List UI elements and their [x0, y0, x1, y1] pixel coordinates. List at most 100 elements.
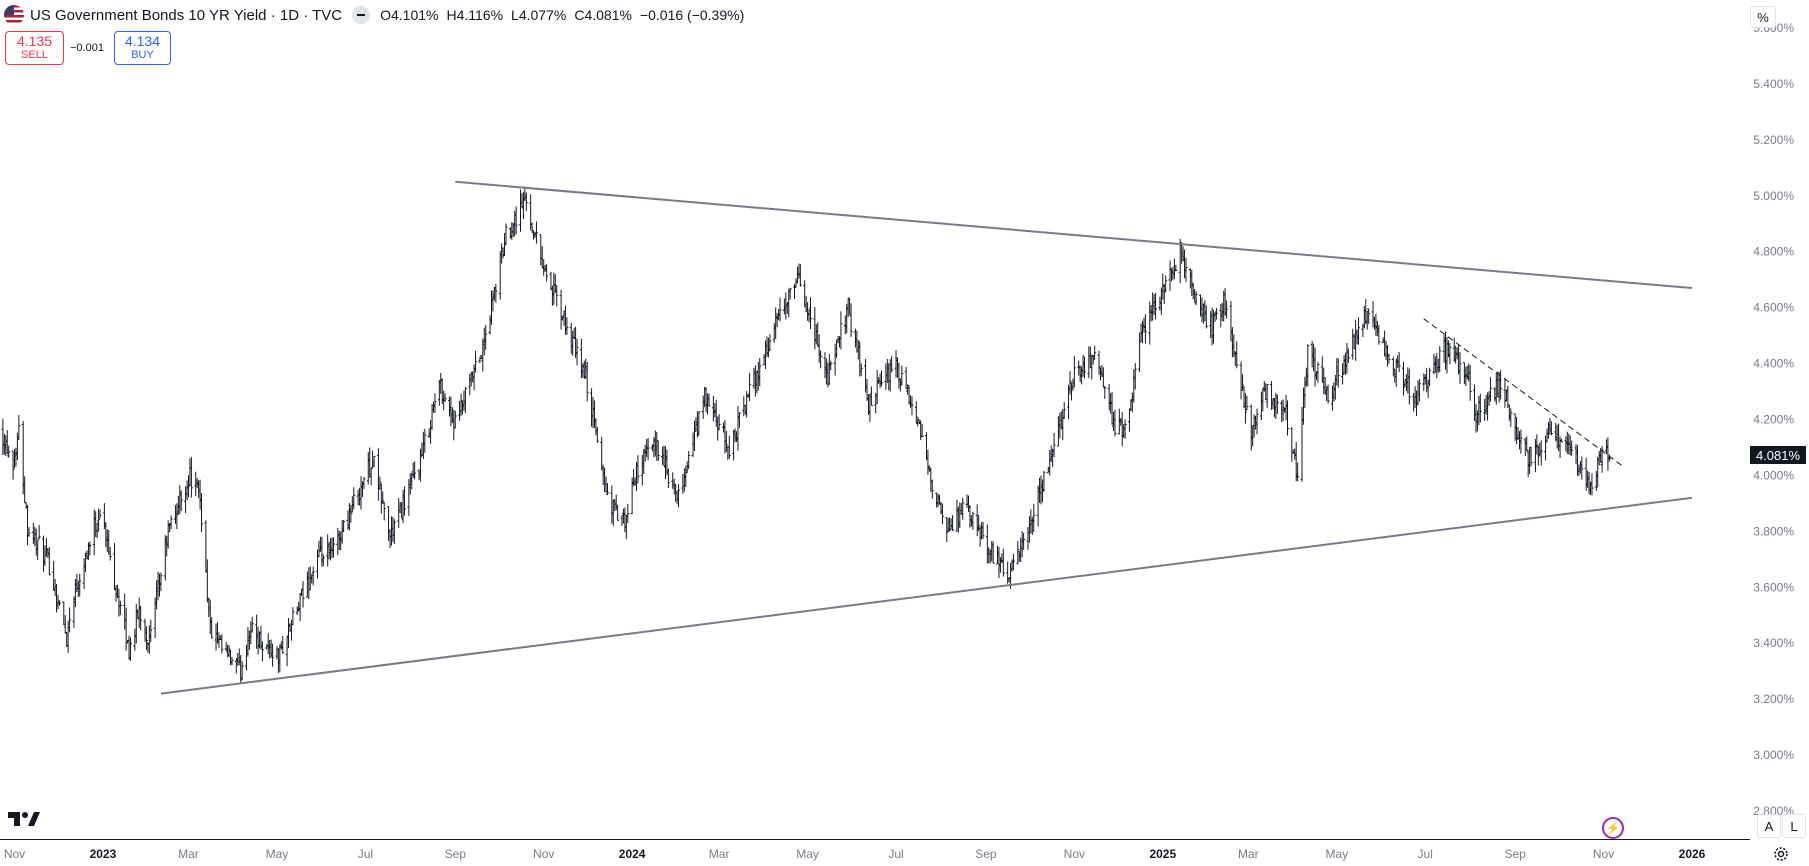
symbol-title[interactable]: US Government Bonds 10 YR Yield · 1D · T… [30, 6, 343, 24]
ohlc-bar [230, 656, 234, 666]
buy-button[interactable]: 4.134 BUY [114, 31, 171, 65]
ohlc-bar [788, 287, 792, 300]
ohlc-bar [382, 502, 386, 521]
ohlc-bar [169, 515, 173, 530]
dashed-trendline[interactable] [1423, 318, 1625, 468]
ohlc-bar [118, 600, 122, 616]
ohlc-bar [139, 605, 143, 631]
us-flag-icon [4, 5, 24, 25]
ohlc-bar [1016, 540, 1020, 565]
ohlc-bar [200, 492, 204, 533]
price-tick-label: 4.000% [1753, 468, 1794, 482]
time-tick-label: Sep [1504, 847, 1526, 861]
ohlc-bar [1285, 400, 1289, 436]
ohlc-bar [869, 386, 873, 406]
log-scale-button[interactable]: L [1782, 814, 1806, 838]
ohlc-bar [1560, 438, 1564, 443]
ohlc-bar [616, 505, 620, 521]
tradingview-logo-icon[interactable] [8, 810, 40, 828]
ohlc-bar [768, 334, 772, 352]
sell-price: 4.135 [16, 33, 53, 49]
ohlc-bar [1535, 434, 1539, 455]
ohlc-bar [707, 393, 711, 407]
ohlc-bar [585, 361, 589, 402]
ohlc-bar [250, 616, 254, 632]
ohlc-bar [113, 543, 117, 590]
ohlc-bars [1, 186, 1611, 684]
ohlc-bar [1062, 402, 1066, 419]
time-tick-label: Jul [358, 847, 373, 861]
time-tick-label: Sep [975, 847, 997, 861]
ohlc-bar [1397, 352, 1401, 373]
buy-price: 4.134 [124, 33, 161, 49]
ohlc-bar [636, 455, 640, 484]
ohlc-bar [717, 414, 721, 430]
ohlc-bar [98, 509, 102, 519]
ohlc-bar [381, 491, 385, 505]
ohlc-bar [1580, 456, 1584, 480]
ohlc-bar [376, 448, 380, 501]
ohlc-bar [1154, 293, 1158, 320]
ohlc-bar [656, 440, 660, 461]
ohlc-bar [378, 476, 382, 490]
ohlc-bar [666, 468, 670, 489]
ohlc-bar [1407, 368, 1411, 405]
time-tick-label: Nov [1593, 847, 1614, 861]
ohlc-bar [758, 358, 762, 387]
auto-scale-button[interactable]: A [1757, 814, 1781, 838]
ohlc-bar [418, 448, 422, 482]
ohlc-bar [369, 467, 373, 486]
ohlc-bar [504, 223, 508, 245]
ohlc-bar [1052, 432, 1056, 458]
ohlc-bar [1306, 344, 1310, 387]
ohlc-bar [808, 297, 812, 329]
ohlc-bar [655, 431, 659, 461]
ohlc-bar [798, 264, 802, 287]
time-tick-label: Sep [445, 847, 467, 861]
ohlc-bar [1525, 436, 1529, 452]
ohlc-bar [97, 508, 101, 532]
ohlc-bar [1438, 346, 1442, 373]
time-tick-label: Nov [533, 847, 554, 861]
ohlc-bar [1235, 341, 1239, 369]
time-tick-label: Nov [4, 847, 25, 861]
ohlc-bar [595, 426, 599, 443]
ohlc-bar [453, 410, 457, 429]
ohlc-bar [352, 487, 356, 510]
lightning-icon[interactable]: ⚡ [1602, 817, 1624, 839]
trendline[interactable] [160, 496, 1693, 695]
ohlc-bar [530, 222, 534, 233]
ohlc-bar [778, 297, 782, 322]
ohlc-bar [1290, 427, 1294, 462]
minimize-icon[interactable] [352, 6, 371, 24]
ohlc-bar [961, 497, 965, 520]
ohlc-bar [27, 527, 31, 537]
ohlc-bar [890, 355, 894, 373]
time-axis[interactable]: Nov 2023 Mar May Jul Sep Nov 2024 Mar May Jul Sep No… [4, 847, 1706, 861]
ohlc-bar [687, 450, 691, 470]
ohlc-bar [362, 476, 366, 489]
ohlc-bar [1448, 342, 1452, 365]
ohlc-bar [36, 539, 40, 561]
ohlc-bar [220, 634, 224, 654]
scale-mode-button[interactable]: % [1750, 6, 1776, 28]
ohlc-bar [846, 297, 850, 318]
sell-button[interactable]: 4.135 SELL [5, 31, 64, 65]
ohlc-bar [26, 504, 30, 546]
ohlc-close: C4.081% [574, 7, 632, 23]
price-axis[interactable]: 2.800%3.000%3.200%3.400%3.600%3.800%4.00… [1753, 21, 1794, 818]
ohlc-bar [1367, 308, 1371, 325]
ohlc-bar [819, 350, 823, 369]
ohlc-bar [1549, 421, 1553, 436]
gear-icon[interactable] [1772, 845, 1790, 863]
trendline[interactable] [455, 180, 1693, 290]
ohlc-bar [11, 450, 15, 480]
ohlc-bar [565, 317, 569, 336]
ohlc-bar [1417, 378, 1421, 402]
ohlc-bar [1316, 361, 1320, 383]
ohlc-bar [260, 641, 264, 662]
ohlc-bar [991, 541, 995, 564]
ohlc-bar [971, 511, 975, 530]
ohlc-bar [727, 435, 731, 459]
